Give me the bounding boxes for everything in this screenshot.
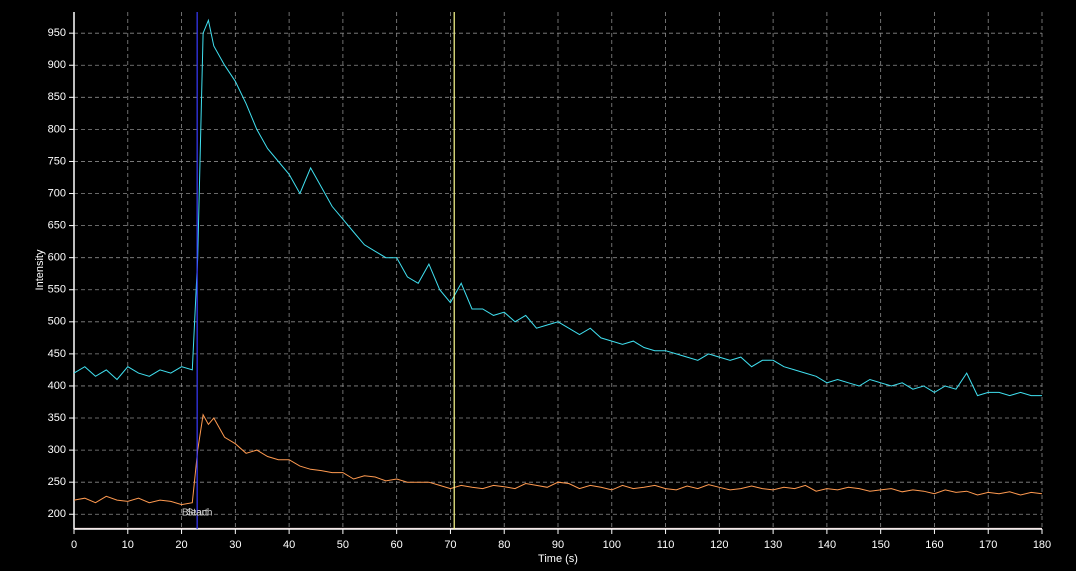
y-tick-label: 450 bbox=[48, 348, 66, 360]
x-tick-label: 60 bbox=[391, 539, 403, 551]
y-tick-label: 950 bbox=[48, 27, 66, 39]
series-line bbox=[73, 413, 1043, 506]
x-tick-label: 40 bbox=[283, 539, 295, 551]
x-tick-label: 160 bbox=[925, 539, 943, 551]
annotation: Bleach bbox=[182, 508, 213, 519]
x-tick-label: 110 bbox=[657, 539, 675, 551]
series-line bbox=[73, 18, 1042, 397]
x-tick-label: 120 bbox=[710, 539, 728, 551]
y-tick-label: 400 bbox=[48, 380, 66, 392]
x-tick-label: 170 bbox=[979, 539, 997, 551]
x-tick-label: 70 bbox=[444, 539, 456, 551]
y-tick-label: 550 bbox=[48, 284, 66, 296]
y-tick-label: 850 bbox=[48, 91, 66, 103]
x-tick-label: 180 bbox=[1033, 539, 1051, 551]
x-tick-label: 10 bbox=[122, 539, 134, 551]
y-tick-label: 250 bbox=[48, 476, 66, 488]
x-tick-label: 100 bbox=[603, 539, 621, 551]
y-tick-label: 650 bbox=[48, 220, 66, 232]
x-tick-label: 140 bbox=[818, 539, 836, 551]
x-tick-label: 90 bbox=[552, 539, 564, 551]
y-tick-label: 800 bbox=[48, 123, 66, 135]
x-tick-label: 130 bbox=[764, 539, 782, 551]
y-tick-label: 900 bbox=[48, 59, 66, 71]
y-axis-label: Intensity bbox=[34, 249, 46, 290]
x-tick-label: 150 bbox=[871, 539, 889, 551]
x-tick-label: 80 bbox=[498, 539, 510, 551]
x-tick-label: 20 bbox=[175, 539, 187, 551]
y-tick-label: 700 bbox=[48, 187, 66, 199]
y-tick-label: 300 bbox=[48, 444, 66, 456]
x-tick-label: 30 bbox=[229, 539, 241, 551]
x-axis-label: Time (s) bbox=[538, 553, 578, 565]
y-tick-label: 200 bbox=[48, 508, 66, 520]
y-tick-label: 350 bbox=[48, 412, 66, 424]
annotation: Start bbox=[187, 508, 208, 519]
y-tick-label: 600 bbox=[48, 252, 66, 264]
y-tick-label: 500 bbox=[48, 316, 66, 328]
x-tick-label: 0 bbox=[71, 539, 77, 551]
x-tick-label: 50 bbox=[337, 539, 349, 551]
y-tick-label: 750 bbox=[48, 155, 66, 167]
